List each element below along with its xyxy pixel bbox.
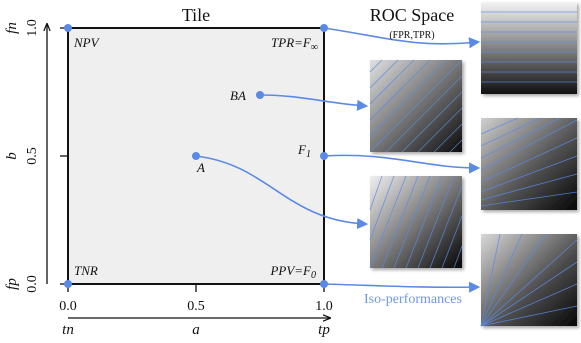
x-tick-label: 0.0: [59, 299, 77, 314]
roc-thumbnail-f1: [480, 117, 578, 210]
x-axis-ticks: [67, 284, 325, 292]
point-tnr: [64, 280, 72, 288]
label-ppv: PPV=F0: [269, 263, 316, 281]
iso-performances-label: Iso-performances: [364, 292, 462, 307]
roc-subtitle: (FPR,TPR): [389, 30, 434, 41]
arrow-ppv-to-roc: [323, 281, 481, 293]
arrow-ba-to-roc: [259, 94, 369, 111]
x-tick-label: 0.5: [187, 299, 205, 314]
y-tick-label: 0.0: [25, 275, 40, 293]
point-f1: [320, 152, 328, 160]
y-var-label: b: [4, 152, 20, 160]
label-tnr: TNR: [74, 263, 98, 278]
y-tick-label: 0.5: [25, 147, 40, 165]
y-axis-ticks: [60, 27, 68, 285]
x-var-label: tp: [318, 322, 330, 338]
arrow-a-to-roc: [195, 155, 369, 230]
point-ppv: [320, 280, 328, 288]
roc-title: ROC Space: [370, 5, 455, 25]
label-ba: BA: [230, 88, 246, 103]
label-f1: F1: [297, 142, 311, 160]
label-npv: NPV: [73, 35, 101, 50]
y-var-label: fp: [4, 278, 20, 290]
roc-thumbnail-ba: [369, 59, 463, 153]
tile-title: Tile: [182, 5, 210, 25]
x-var-label: a: [192, 322, 200, 338]
roc-thumbnail-ppv: [480, 233, 578, 327]
roc-thumbnail-a: [369, 175, 463, 269]
y-tick-label: 1.0: [25, 19, 40, 37]
arrow-f1-to-roc: [323, 154, 481, 174]
label-tpr: TPR=F∞: [271, 35, 318, 53]
y-var-label: fn: [4, 22, 20, 34]
label-a: A: [196, 160, 205, 175]
x-var-label: tn: [62, 322, 74, 338]
point-ba: [256, 91, 264, 99]
tile-points: [64, 24, 328, 288]
point-npv: [64, 24, 72, 32]
point-a: [192, 152, 200, 160]
point-tpr: [320, 24, 328, 32]
arrow-tpr-to-roc: [323, 27, 481, 49]
x-tick-label: 1.0: [315, 299, 333, 314]
roc-thumbnail-tpr: [481, 2, 577, 94]
